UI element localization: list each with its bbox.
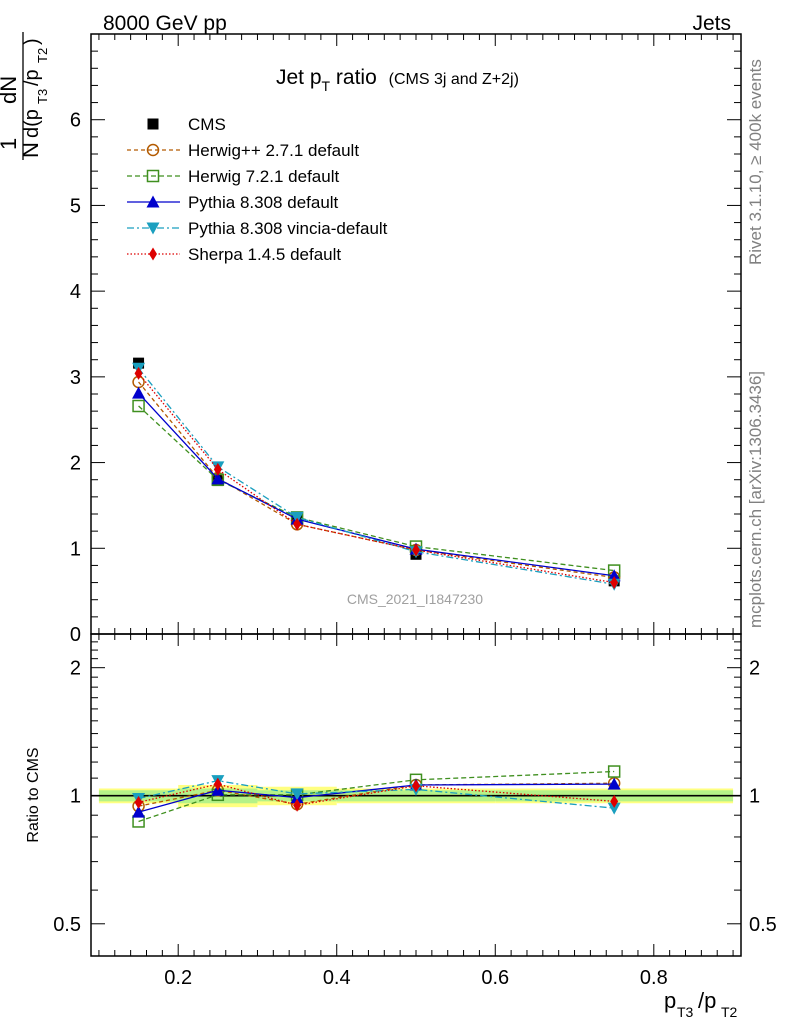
x-tick-label: 0.8 (640, 967, 668, 989)
main-y-tick-label: 5 (70, 195, 81, 217)
legend-marker (147, 118, 159, 130)
legend-label: CMS (188, 115, 226, 134)
main-y-tick-label: 1 (70, 538, 81, 560)
ylabel-sub-T2: T2 (35, 48, 50, 63)
x-tick-label: 0.2 (164, 967, 192, 989)
main-data-point (132, 386, 146, 399)
ratio-data-point (610, 794, 619, 808)
main-y-axis-label: 1 N dN d(p T3 /p T2 ) (0, 32, 50, 160)
legend-label: Herwig++ 2.7.1 default (188, 141, 359, 160)
xlabel-sub-T2: T2 (721, 1004, 738, 1020)
legend-marker (146, 169, 160, 183)
main-data-point (293, 517, 302, 531)
main-y-tick-label: 6 (70, 110, 81, 132)
x-axis-label: p T3 /p T2 (664, 988, 738, 1020)
main-data-point (132, 399, 145, 413)
main-series-line (138, 381, 615, 579)
main-data-point (134, 366, 143, 380)
main-y-tick-label: 4 (70, 281, 81, 303)
title-word: ratio (330, 66, 377, 89)
main-y-tick-label: 0 (70, 624, 81, 646)
legend-marker (149, 247, 157, 261)
plot-title: Jet pT ratio (CMS 3j and Z+2j) (276, 66, 519, 94)
ratio-y-tick-label: 1 (70, 786, 81, 808)
ylabel-one: 1 (0, 138, 21, 150)
ratio-y-tick-label-right: 0.5 (749, 914, 777, 936)
mcplots-label: mcplots.cern.ch [arXiv:1306.3436] (746, 371, 765, 628)
legend-marker (146, 143, 160, 157)
rivet-version-label: Rivet 3.1.10, ≥ 400k events (746, 59, 765, 265)
legend-label: Sherpa 1.4.5 default (188, 245, 341, 264)
main-series-line (138, 367, 615, 585)
ratio-y-tick-label: 0.5 (53, 914, 81, 936)
main-y-tick-label: 2 (70, 453, 81, 475)
main-data-point (211, 472, 225, 485)
ratio-data-point (607, 802, 621, 815)
ratio-data-point (607, 765, 621, 778)
legend-label: Herwig 7.2.1 default (188, 167, 339, 186)
main-data-point (610, 576, 619, 590)
ratio-y-axis-label: Ratio to CMS (25, 747, 42, 842)
ylabel-sub-T3: T3 (35, 89, 50, 104)
x-tick-label: 0.4 (323, 967, 351, 989)
main-data-point (607, 569, 621, 582)
ratio-data-point (134, 795, 143, 809)
ratio-data-point (132, 805, 146, 818)
ylabel-denominator: d(p (21, 109, 43, 138)
main-data-point (213, 462, 222, 476)
ratio-y-tick-label: 2 (70, 658, 81, 680)
ratio-y-tick-label-right: 1 (749, 786, 760, 808)
ylabel-slash: /p (21, 69, 43, 86)
xlabel-p1: p (664, 988, 676, 1013)
legend-label: Pythia 8.308 default (188, 193, 339, 212)
ratio-y-tick-label-right: 2 (749, 658, 760, 680)
main-y-tick-label: 3 (70, 367, 81, 389)
legend-label: Pythia 8.308 vincia-default (188, 219, 388, 238)
xlabel-sub-T3: T3 (677, 1004, 694, 1020)
title-subscript: T (322, 78, 331, 94)
title-main: Jet p (276, 66, 322, 89)
title-paren: (CMS 3j and Z+2j) (389, 71, 519, 88)
ratio-series-line (138, 783, 615, 806)
ratio-data-point (412, 779, 420, 793)
ylabel-dN: dN (0, 76, 21, 104)
analysis-watermark: CMS_2021_I1847230 (347, 591, 483, 607)
header-left: 8000 GeV pp (103, 12, 227, 35)
ratio-data-point (293, 798, 302, 812)
main-series-line (138, 392, 615, 577)
main-series-line (138, 405, 615, 572)
ratio-data-point (290, 788, 304, 801)
x-tick-label: 0.6 (481, 967, 509, 989)
main-plot-panel: 0 1 2 3 4 5 6 (70, 33, 742, 646)
ylabel-N: N (18, 142, 43, 158)
ratio-data-point (607, 777, 621, 790)
main-series-line (138, 373, 615, 584)
xlabel-slash: /p (698, 988, 716, 1013)
ylabel-close: ) (21, 38, 43, 45)
legend-marker (146, 222, 160, 235)
header-right: Jets (692, 12, 731, 35)
legend: CMS Herwig++ 2.7.1 default Herwig 7.2.1 de… (127, 115, 388, 264)
main-data-point (412, 543, 420, 557)
legend-marker (146, 195, 160, 208)
ratio-plot-panel: 0.2 0.4 0.6 0.8 0.5 0.5 1 1 2 2 (53, 633, 777, 989)
ratio-data-point (213, 777, 222, 791)
